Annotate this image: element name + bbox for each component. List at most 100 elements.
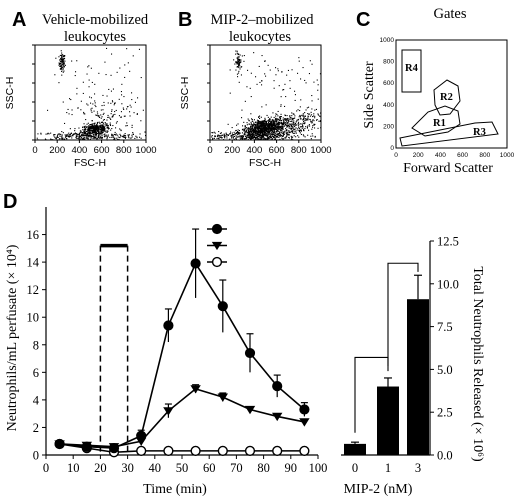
event-dot [127, 62, 129, 64]
panel-b: B MIP-2–mobilized leukocytes 0 200 400 600 8… [178, 9, 332, 169]
event-dot [259, 132, 261, 134]
event-dot [252, 137, 254, 139]
event-dot [236, 50, 238, 52]
event-dot [111, 136, 113, 138]
panel-b-y-ticks [207, 44, 210, 141]
event-dot [314, 123, 316, 125]
event-dot [60, 55, 62, 57]
event-dot [117, 136, 119, 138]
event-dot [61, 59, 63, 61]
event-dot [86, 127, 88, 129]
event-dot [259, 136, 261, 138]
event-dot [123, 134, 125, 136]
event-dot [253, 122, 255, 124]
event-dot [96, 138, 98, 140]
x-tick-label: 0 [394, 152, 398, 159]
event-dot [244, 100, 246, 102]
event-dot [61, 57, 63, 59]
event-dot [250, 113, 252, 115]
event-dot [306, 126, 308, 128]
event-dot [272, 122, 274, 124]
event-dot [270, 121, 272, 123]
event-dot [266, 121, 268, 123]
event-dot [238, 64, 240, 66]
event-dot [106, 138, 108, 140]
event-dot [93, 135, 95, 137]
event-dot [286, 122, 288, 124]
event-dot [236, 57, 238, 59]
event-dot [278, 133, 280, 135]
event-dot [270, 121, 272, 123]
event-dot [277, 136, 279, 138]
line-chart-y-tick-label: 8 [33, 338, 39, 352]
data-point [299, 445, 310, 456]
event-dot [259, 123, 261, 125]
event-dot [124, 115, 126, 117]
event-dot [65, 135, 67, 137]
bar-chart-y-tick-label: 5.0 [437, 363, 453, 377]
event-dot [258, 127, 260, 129]
event-dot [285, 124, 287, 126]
event-dot [82, 128, 84, 130]
event-dot [265, 134, 267, 136]
event-dot [265, 130, 267, 132]
event-dot [252, 131, 254, 133]
event-dot [114, 134, 116, 136]
event-dot [103, 127, 105, 129]
event-dot [236, 52, 238, 54]
event-dot [295, 121, 297, 123]
event-dot [116, 121, 118, 123]
event-dot [275, 136, 277, 138]
event-dot [237, 58, 239, 60]
event-dot [263, 134, 265, 136]
event-dot [91, 137, 93, 139]
event-dot [136, 113, 138, 115]
panel-c-xlabel: Forward Scatter [403, 161, 493, 176]
event-dot [300, 129, 302, 131]
event-dot [266, 132, 268, 134]
event-dot [101, 128, 103, 130]
event-dot [129, 70, 131, 72]
event-dot [91, 81, 93, 83]
event-dot [261, 137, 263, 139]
event-dot [292, 118, 294, 120]
event-dot [256, 125, 258, 127]
event-dot [102, 127, 104, 129]
event-dot [262, 131, 264, 133]
event-dot [273, 128, 275, 130]
event-dot [278, 127, 280, 129]
event-dot [63, 56, 65, 58]
event-dot [132, 133, 134, 135]
event-dot [255, 138, 257, 140]
event-dot [266, 129, 268, 131]
event-dot [270, 128, 272, 130]
x-tick-label: 600 [94, 145, 110, 156]
event-dot [239, 68, 241, 70]
event-dot [212, 132, 214, 134]
event-dot [291, 125, 293, 127]
event-dot [75, 135, 77, 137]
event-dot [101, 133, 103, 135]
event-dot [234, 63, 236, 65]
event-dot [270, 137, 272, 139]
event-dot [257, 122, 259, 124]
event-dot [78, 138, 80, 140]
event-dot [274, 138, 276, 140]
event-dot [105, 131, 107, 133]
event-dot [83, 125, 85, 127]
event-dot [312, 116, 314, 118]
event-dot [80, 137, 82, 139]
event-dot [240, 137, 242, 139]
event-dot [252, 136, 254, 138]
event-dot [249, 131, 251, 133]
line-chart-x-tick-label: 40 [149, 461, 162, 475]
event-dot [112, 101, 114, 103]
event-dot [132, 55, 134, 57]
event-dot [113, 138, 115, 140]
event-dot [235, 133, 237, 135]
event-dot [59, 54, 61, 56]
event-dot [258, 126, 260, 128]
event-dot [224, 135, 226, 137]
event-dot [97, 135, 99, 137]
event-dot [95, 137, 97, 139]
